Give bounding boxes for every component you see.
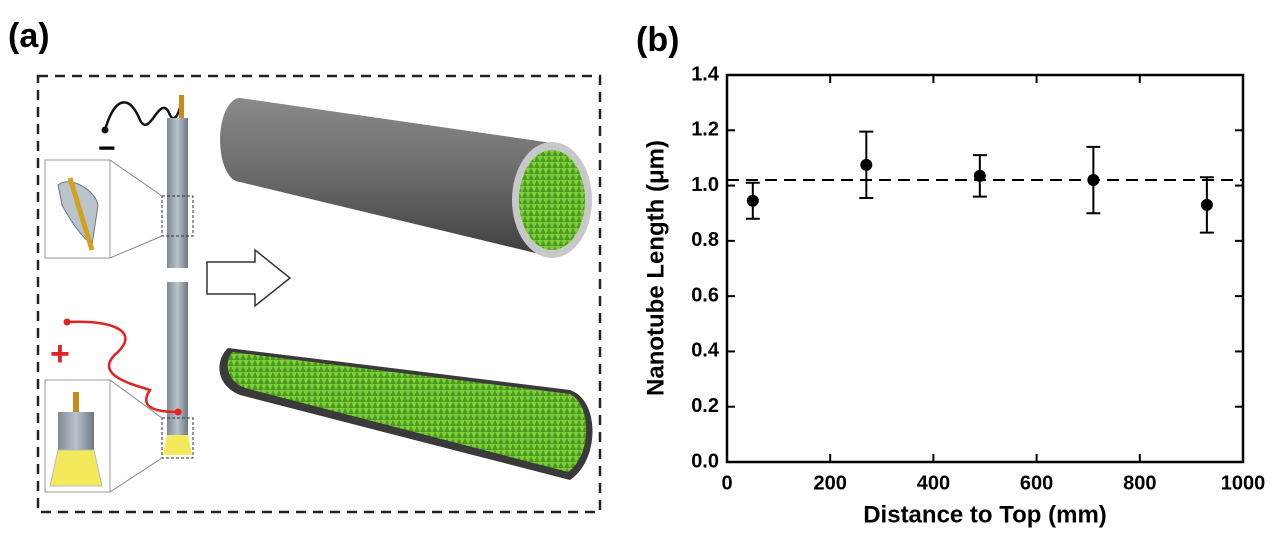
y-tick-label: 0.0 — [691, 450, 719, 472]
y-tick-label: 1.4 — [691, 63, 720, 85]
figure: (a) − + (b) Distance to Top (mm) Nanotu — [0, 0, 1278, 532]
electrode — [179, 95, 184, 120]
x-tick-label: 0 — [721, 472, 732, 494]
terminal — [175, 409, 182, 416]
x-axis-label: Distance to Top (mm) — [863, 501, 1107, 528]
data-point — [1201, 199, 1213, 211]
data-point — [860, 159, 872, 171]
panel-a: (a) − + — [8, 17, 600, 512]
panel-b: (b) Distance to Top (mm) Nanotube Length… — [636, 21, 1265, 528]
data-point — [974, 170, 986, 182]
data-point — [1087, 174, 1099, 186]
x-tick-label: 400 — [917, 472, 950, 494]
y-tick-label: 1.0 — [691, 174, 719, 196]
y-tick-label: 0.8 — [691, 229, 719, 251]
y-tick-label: 0.6 — [691, 284, 719, 306]
base — [163, 435, 192, 455]
data-point — [747, 195, 759, 207]
terminal — [64, 319, 71, 326]
x-tick-label: 800 — [1123, 472, 1156, 494]
y-tick-label: 0.4 — [691, 340, 720, 362]
x-tick-label: 600 — [1020, 472, 1053, 494]
y-tick-label: 1.2 — [691, 119, 719, 141]
plot-frame — [727, 75, 1243, 462]
x-tick-label: 200 — [814, 472, 847, 494]
x-tick-label: 1000 — [1221, 472, 1266, 494]
panel-label: (b) — [636, 21, 679, 59]
inset-rod — [58, 412, 94, 450]
arrow — [207, 250, 290, 306]
inset-electrode — [73, 392, 79, 414]
rod — [167, 118, 188, 268]
y-tick-label: 0.2 — [691, 395, 719, 417]
inset-base — [50, 450, 102, 486]
tube-interior — [519, 150, 585, 250]
y-axis-label: Nanotube Length (μm) — [642, 140, 669, 396]
panel-label: (a) — [8, 17, 50, 55]
plus-sign: + — [50, 335, 70, 373]
